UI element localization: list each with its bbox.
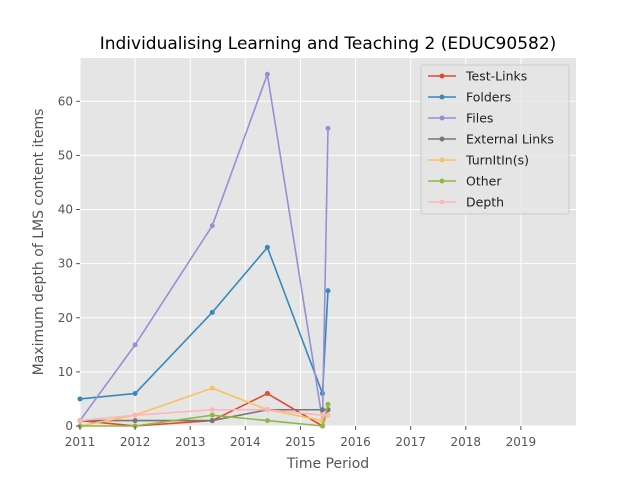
legend-entry: Depth — [428, 195, 504, 210]
data-point — [319, 423, 325, 429]
y-tick-label: 60 — [58, 94, 73, 108]
data-point — [132, 412, 138, 418]
x-tick-label: 2014 — [230, 435, 261, 449]
y-tick-label: 20 — [58, 311, 73, 325]
x-tick-label: 2017 — [395, 435, 426, 449]
legend-box — [420, 64, 570, 215]
legend-label: Other — [466, 174, 502, 189]
legend-entry: Test-Links — [428, 69, 527, 84]
y-tick-label: 0 — [65, 419, 73, 433]
legend-label: Files — [466, 111, 493, 126]
legend-entry: Other — [428, 174, 502, 189]
series-depth — [77, 407, 331, 424]
data-point — [325, 412, 331, 418]
series-line — [80, 404, 329, 427]
legend-marker — [439, 94, 445, 100]
x-tick-label: 2012 — [120, 435, 151, 449]
data-point — [209, 407, 215, 413]
data-point — [132, 418, 138, 424]
data-point — [319, 412, 325, 418]
series-other — [77, 401, 331, 429]
data-point — [264, 391, 270, 397]
x-tick-label: 2013 — [175, 435, 206, 449]
legend-marker — [439, 136, 445, 142]
data-point — [264, 71, 270, 77]
data-point — [209, 309, 215, 315]
data-point — [132, 342, 138, 348]
legend: Test-Links Folders Files External Links Turn… — [420, 64, 570, 215]
legend-marker — [439, 199, 445, 205]
data-point — [325, 401, 331, 407]
legend-label: Folders — [466, 90, 511, 105]
legend-entry: TurnItIn(s) — [428, 153, 529, 168]
legend-marker — [439, 73, 445, 79]
legend-entry: Folders — [428, 90, 511, 105]
legend-entry: External Links — [428, 132, 554, 147]
data-point — [325, 125, 331, 131]
data-point — [209, 412, 215, 418]
legend-label: TurnItIn(s) — [465, 153, 529, 168]
data-point — [77, 418, 83, 424]
y-tick-label: 40 — [58, 203, 73, 217]
series-line — [79, 73, 329, 422]
x-tick-label: 2016 — [340, 435, 371, 449]
data-point — [264, 244, 270, 250]
y-tick-label: 30 — [58, 257, 73, 271]
data-point — [264, 407, 270, 413]
data-point — [77, 396, 83, 402]
data-point — [132, 391, 138, 397]
legend-entry: Files — [428, 111, 493, 126]
x-tick-label: 2011 — [65, 435, 96, 449]
legend-marker — [439, 157, 445, 163]
y-axis-label: Maximum depth of LMS content items — [31, 109, 47, 376]
legend-marker — [439, 115, 445, 121]
data-point — [209, 223, 215, 229]
data-point — [319, 407, 325, 413]
data-point — [209, 385, 215, 391]
legend-label: Test-Links — [465, 69, 527, 84]
y-tick-label: 50 — [58, 148, 73, 162]
x-tick-label: 2019 — [506, 435, 537, 449]
x-tick-label: 2015 — [285, 435, 316, 449]
x-tick-label: 2018 — [451, 435, 482, 449]
data-point — [325, 288, 331, 294]
chart-title: Individualising Learning and Teaching 2 … — [100, 34, 557, 54]
x-axis-label: Time Period — [286, 456, 369, 472]
data-point — [209, 418, 215, 424]
legend-marker — [439, 178, 445, 184]
legend-label: Depth — [466, 195, 504, 210]
y-tick-label: 10 — [58, 365, 73, 379]
legend-label: External Links — [466, 132, 554, 147]
data-point — [264, 418, 270, 424]
y-axis-ticks: 0 10 20 30 40 50 60 — [58, 94, 80, 433]
series-layer — [77, 71, 331, 429]
x-axis-ticks: 2011 2012 2013 2014 2015 2016 2017 2018 2019 — [65, 426, 536, 449]
